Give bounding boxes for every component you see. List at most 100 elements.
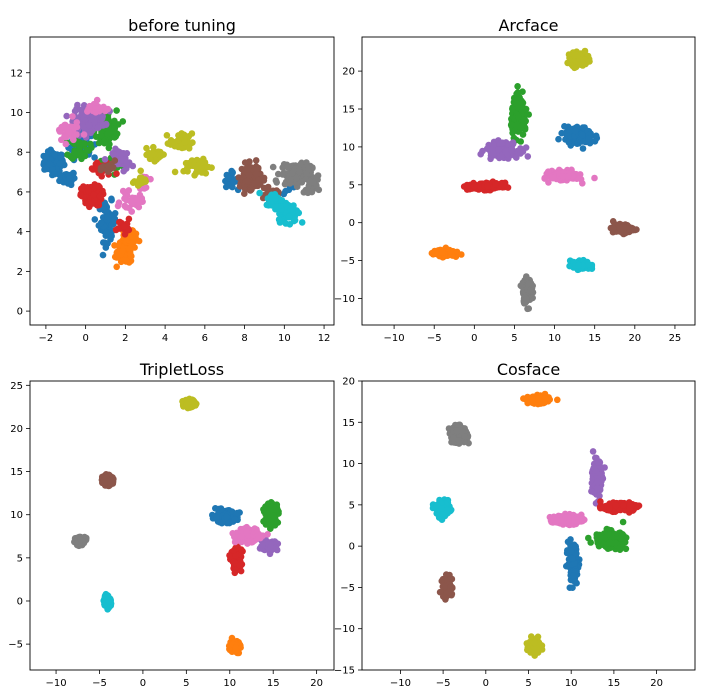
- data-point: [252, 170, 260, 178]
- data-point: [514, 83, 521, 90]
- chart-title: before tuning: [128, 16, 236, 35]
- data-point: [237, 567, 245, 575]
- data-point: [83, 146, 91, 154]
- data-point: [559, 173, 566, 180]
- y-tick-label: 0: [17, 596, 23, 607]
- y-tick-label: 6: [17, 187, 23, 198]
- y-tick-label: 25: [10, 381, 23, 392]
- data-point: [525, 280, 532, 288]
- data-point: [198, 158, 206, 165]
- data-point: [256, 189, 263, 197]
- data-point: [90, 191, 98, 199]
- data-point: [224, 174, 232, 182]
- series-1: [111, 227, 143, 271]
- data-point: [78, 185, 85, 192]
- x-tick-label: 8: [241, 333, 247, 344]
- data-point: [113, 130, 121, 138]
- data-point: [487, 155, 494, 163]
- series-9: [256, 189, 306, 228]
- points-group: [71, 395, 282, 657]
- data-point: [91, 154, 98, 161]
- data-point: [67, 181, 75, 189]
- data-point: [549, 174, 557, 181]
- data-point: [98, 115, 106, 122]
- x-tick-label: 4: [162, 333, 168, 344]
- y-tick-label: 10: [10, 510, 23, 521]
- data-point: [585, 135, 592, 143]
- data-point: [190, 161, 198, 169]
- series-8: [226, 543, 246, 577]
- data-point: [100, 138, 108, 145]
- data-point: [58, 123, 65, 131]
- data-point: [121, 231, 129, 238]
- data-point: [116, 218, 123, 226]
- data-point: [111, 125, 119, 132]
- data-point: [63, 112, 70, 120]
- data-point: [564, 59, 571, 67]
- series-7: [256, 535, 282, 558]
- data-point: [447, 248, 454, 255]
- data-point: [121, 195, 128, 202]
- data-point: [86, 102, 93, 110]
- series-3: [566, 256, 596, 274]
- series-2: [71, 533, 90, 550]
- data-point: [102, 244, 110, 251]
- series-6: [260, 499, 282, 532]
- data-point: [223, 513, 231, 521]
- series-0: [564, 47, 593, 72]
- data-point: [133, 195, 141, 203]
- data-point: [271, 195, 279, 202]
- data-point: [281, 180, 289, 188]
- data-point: [241, 159, 249, 166]
- data-point: [525, 305, 532, 312]
- y-tick-label: 0: [17, 307, 23, 318]
- data-point: [62, 133, 70, 141]
- data-point: [113, 107, 120, 114]
- data-point: [108, 196, 115, 204]
- data-point: [181, 138, 189, 146]
- data-point: [609, 225, 617, 232]
- data-point: [125, 187, 133, 194]
- x-tick-label: 25: [669, 333, 682, 344]
- data-point: [497, 139, 505, 147]
- y-tick-label: 5: [349, 180, 355, 191]
- data-point: [502, 148, 509, 155]
- y-tick-label: 4: [17, 227, 23, 238]
- data-point: [236, 561, 244, 569]
- y-tick-label: 20: [342, 67, 355, 78]
- axes-frame: [361, 36, 696, 326]
- data-point: [44, 148, 52, 155]
- data-point: [70, 169, 77, 177]
- data-point: [101, 156, 109, 163]
- series-9: [541, 166, 598, 187]
- data-point: [513, 154, 520, 161]
- data-point: [113, 170, 120, 177]
- data-point: [92, 133, 100, 140]
- data-point: [123, 150, 131, 157]
- data-point: [509, 140, 517, 147]
- data-point: [573, 52, 581, 59]
- x-tick-label: 20: [310, 678, 323, 689]
- data-point: [292, 175, 300, 182]
- data-point: [95, 124, 102, 131]
- data-point: [119, 187, 127, 195]
- data-point: [119, 247, 126, 254]
- data-point: [66, 174, 73, 182]
- data-point: [171, 168, 179, 176]
- data-point: [231, 538, 239, 546]
- series-6: [507, 83, 532, 145]
- data-point: [464, 182, 472, 189]
- data-point: [510, 94, 518, 102]
- data-point: [231, 569, 239, 577]
- data-point: [120, 167, 127, 175]
- data-point: [575, 261, 582, 269]
- data-point: [579, 145, 587, 152]
- data-point: [591, 174, 598, 182]
- data-point: [137, 174, 145, 181]
- data-point: [565, 139, 573, 146]
- data-point: [100, 239, 107, 246]
- data-point: [99, 251, 107, 259]
- data-point: [483, 145, 491, 152]
- data-point: [69, 113, 76, 120]
- data-point: [233, 509, 241, 517]
